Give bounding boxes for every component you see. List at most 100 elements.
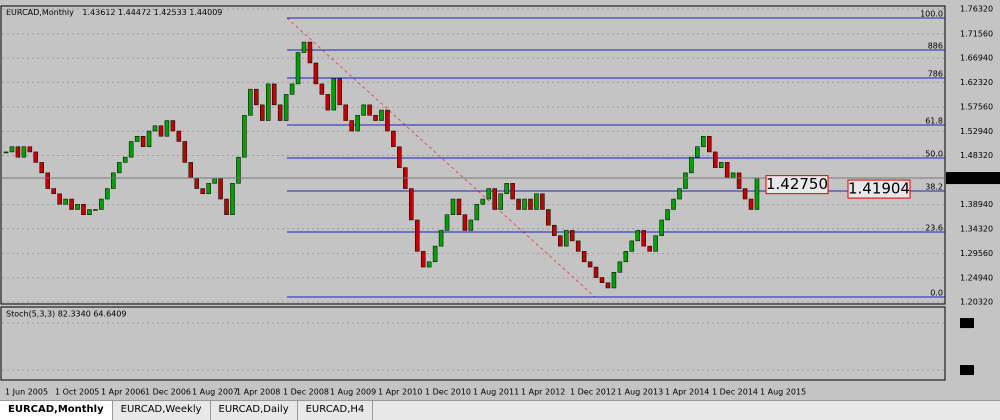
candle xyxy=(51,188,56,195)
candle xyxy=(188,162,194,179)
candle xyxy=(498,193,503,210)
candle xyxy=(522,198,527,210)
candle xyxy=(170,120,176,132)
candle xyxy=(534,193,539,210)
price-tick-label: 1.52940 xyxy=(960,127,993,136)
candle xyxy=(623,251,629,263)
candle xyxy=(569,230,575,242)
candle xyxy=(289,83,295,95)
candle xyxy=(230,183,235,215)
candle xyxy=(283,94,289,121)
price-tick-label: 1.76320 xyxy=(960,5,993,14)
stochastic-panel xyxy=(0,306,946,381)
candle xyxy=(254,88,259,106)
candle xyxy=(116,162,122,174)
fib-label: 100.0 xyxy=(920,9,943,18)
candle xyxy=(87,209,92,215)
annotation-box xyxy=(847,179,911,199)
current-price: 1.44009 xyxy=(960,174,993,183)
candle xyxy=(611,272,617,289)
candle xyxy=(504,183,509,195)
candle xyxy=(111,172,116,189)
candle xyxy=(295,52,301,85)
candle xyxy=(456,198,462,215)
candle xyxy=(486,188,492,200)
price-tick-label: 1.29560 xyxy=(960,249,993,258)
candle xyxy=(146,130,152,147)
candle xyxy=(182,141,188,163)
candle xyxy=(176,130,182,142)
candle xyxy=(81,204,86,215)
candle xyxy=(420,251,426,268)
candle xyxy=(730,172,736,179)
price-tick-label: 1.20320 xyxy=(960,298,993,307)
candle xyxy=(93,209,98,211)
symbol: EURCAD,Monthly xyxy=(6,8,74,17)
candle xyxy=(331,78,337,111)
candle xyxy=(194,177,199,189)
chart-tab[interactable]: EURCAD,Monthly xyxy=(0,401,113,420)
candle xyxy=(343,104,348,121)
fib-label: 38.2 xyxy=(925,182,943,191)
candle xyxy=(385,109,390,132)
candle xyxy=(653,235,658,252)
candle xyxy=(325,94,331,111)
candle xyxy=(349,120,354,132)
candle xyxy=(683,172,688,189)
candle xyxy=(27,146,33,153)
level-box xyxy=(960,365,974,376)
candle xyxy=(200,188,205,195)
candle xyxy=(718,162,724,168)
candle xyxy=(414,219,420,252)
candle xyxy=(69,198,74,210)
date-label: 1 Aug 2015 xyxy=(760,388,806,397)
chart-tab[interactable]: EURCAD,Daily xyxy=(211,401,298,420)
candle xyxy=(260,104,265,121)
candle xyxy=(480,198,486,205)
date-label: 1 Dec 2008 xyxy=(283,388,329,397)
date-label: 1 Dec 2006 xyxy=(145,388,191,397)
candle xyxy=(63,198,68,205)
annotation: 1.42750 xyxy=(766,175,828,193)
candle xyxy=(105,188,110,200)
candle xyxy=(712,151,718,168)
candle xyxy=(224,198,229,215)
candle xyxy=(575,240,581,252)
date-label: 1 Oct 2005 xyxy=(55,388,99,397)
price-tick-label: 1.62320 xyxy=(960,78,993,87)
candle xyxy=(301,41,307,53)
candle xyxy=(355,115,360,132)
chart: EURCAD,Monthly 1.43612 1.44472 1.42533 1… xyxy=(0,5,1000,397)
price-tick-label: 1.66940 xyxy=(960,54,993,63)
stoch-level-label: 20 xyxy=(962,366,972,375)
candle xyxy=(164,120,170,137)
candle xyxy=(426,261,432,268)
candle xyxy=(134,135,140,142)
candle xyxy=(313,62,319,85)
candle xyxy=(242,115,247,158)
candle xyxy=(45,172,50,189)
candle xyxy=(307,41,313,64)
candle xyxy=(665,209,670,221)
stoch-title: Stoch(5,3,3) 82.3340 64.6409 xyxy=(6,310,126,319)
candle xyxy=(438,230,444,247)
candle xyxy=(474,204,480,221)
candle xyxy=(546,209,551,226)
candle xyxy=(9,146,15,153)
date-label: 1 Dec 2010 xyxy=(425,388,471,397)
candle xyxy=(277,104,283,121)
candle xyxy=(236,156,241,184)
level-box xyxy=(960,318,974,329)
candle xyxy=(754,177,760,210)
candle xyxy=(528,198,533,210)
candle xyxy=(265,83,271,121)
chart-tab[interactable]: EURCAD,H4 xyxy=(298,401,374,420)
date-label: 1 Apr 2014 xyxy=(665,388,709,397)
candle xyxy=(492,188,497,210)
candle xyxy=(218,177,223,200)
chart-tab[interactable]: EURCAD,Weekly xyxy=(113,401,211,420)
fib-label: 50.0 xyxy=(925,149,943,158)
candle xyxy=(409,188,414,221)
candle xyxy=(563,230,569,247)
candle xyxy=(742,188,748,200)
